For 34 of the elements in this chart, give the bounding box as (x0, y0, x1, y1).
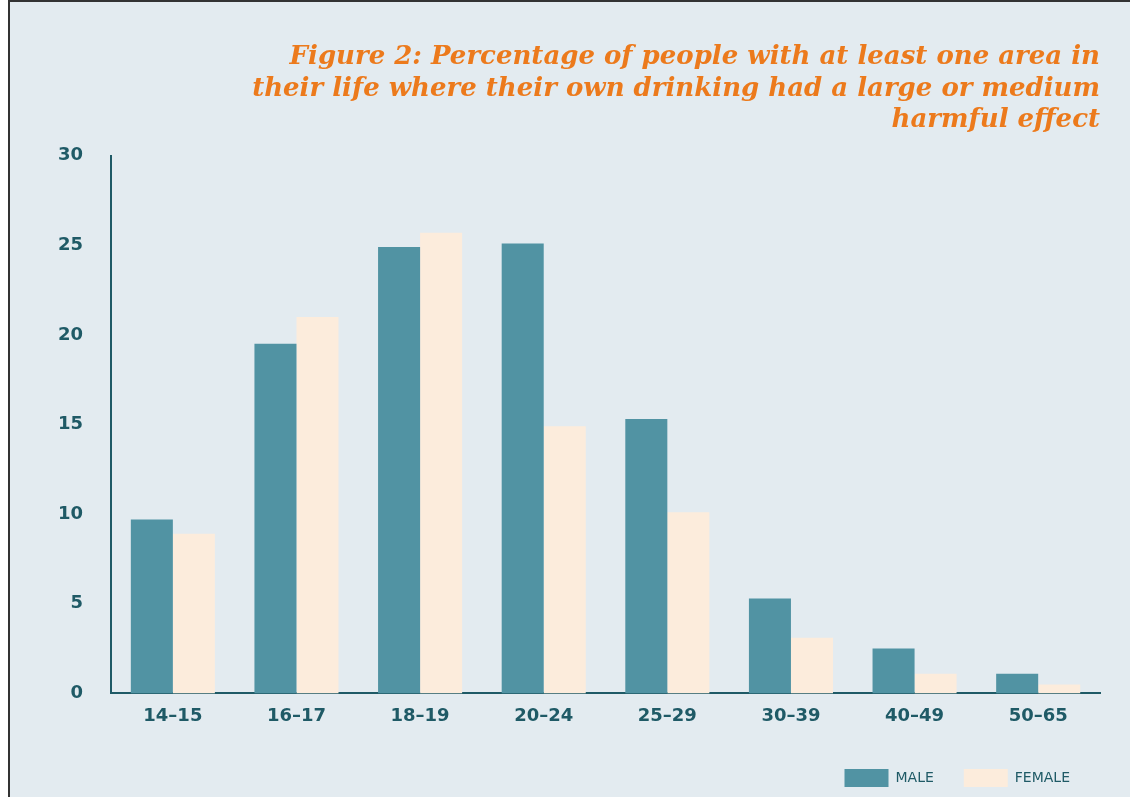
x-tick-label: 40–49 (885, 703, 945, 725)
x-tick-label: 30–39 (761, 703, 821, 725)
bar (172, 533, 215, 694)
x-tick-label: 18–19 (390, 703, 450, 725)
bar (420, 232, 463, 694)
bar (790, 637, 833, 694)
x-tick-label: 50–65 (1008, 703, 1068, 725)
bar (625, 419, 668, 694)
y-tick-label: 30 (57, 143, 84, 165)
chart-title: Figure 2: Percentage of people with at least one area in their life where their own drinking had a large or medium harmful effect (252, 40, 1100, 133)
bar (378, 247, 421, 694)
bar (667, 512, 710, 694)
y-tick-label: 5 (70, 591, 84, 613)
bar (872, 648, 915, 694)
bar (296, 316, 339, 694)
x-tick-label: 14–15 (143, 703, 203, 725)
legend-label: MALE (895, 768, 934, 785)
y-tick-label: 0 (70, 681, 84, 703)
bar (748, 598, 791, 694)
y-tick-label: 15 (57, 412, 84, 434)
y-tick-label: 10 (57, 501, 84, 523)
x-tick-label: 25–29 (637, 703, 697, 725)
legend-label: FEMALE (1014, 768, 1070, 785)
bar (130, 519, 173, 694)
bar (543, 426, 586, 694)
x-tick-label: 20–24 (514, 703, 574, 725)
bar (501, 243, 544, 694)
y-tick-label: 20 (57, 322, 84, 344)
bar (996, 673, 1039, 694)
y-tick-label: 25 (57, 232, 84, 254)
bar (914, 673, 957, 694)
x-tick-label: 16–17 (266, 703, 327, 725)
bar (254, 343, 297, 694)
bar (1038, 684, 1081, 694)
